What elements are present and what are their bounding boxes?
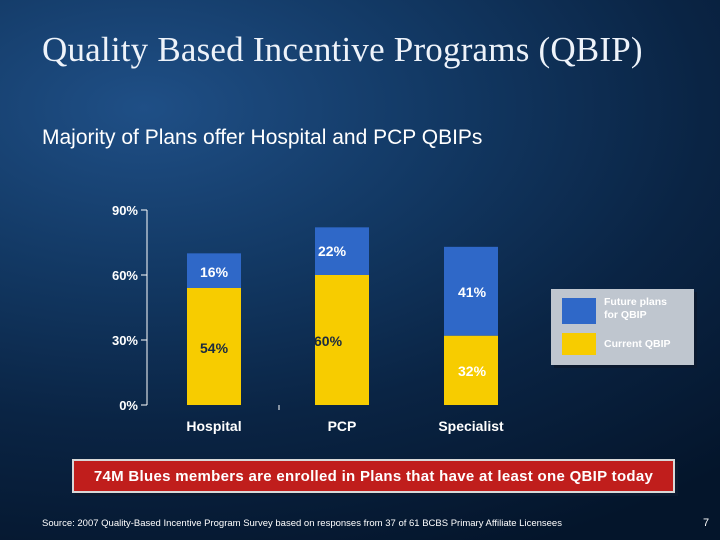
legend-swatch-current xyxy=(562,333,596,355)
slide-title: Quality Based Incentive Programs (QBIP) xyxy=(42,30,643,69)
data-label-current: 60% xyxy=(314,333,343,349)
slide-subtitle: Majority of Plans offer Hospital and PCP… xyxy=(42,126,483,149)
legend-label-current: Current QBIP xyxy=(604,338,671,350)
y-tick-label: 90% xyxy=(112,203,138,218)
y-tick-label: 60% xyxy=(112,268,138,283)
data-label-current: 54% xyxy=(200,340,229,356)
callout-banner: 74M Blues members are enrolled in Plans … xyxy=(72,459,675,493)
bar-current-pcp xyxy=(315,275,369,405)
x-category-label: Hospital xyxy=(186,418,241,434)
x-category-label: Specialist xyxy=(438,418,504,434)
data-label-future: 22% xyxy=(318,243,347,259)
data-label-current: 32% xyxy=(458,363,487,379)
bar-future-hospital xyxy=(187,253,241,288)
bar-current-specialist xyxy=(444,335,498,405)
y-tick-label: 0% xyxy=(119,398,138,413)
bar-future-pcp xyxy=(315,227,369,275)
source-note: Source: 2007 Quality-Based Incentive Pro… xyxy=(42,518,562,529)
legend-swatch-future xyxy=(562,298,596,324)
page-number: 7 xyxy=(703,517,710,529)
bar-current-hospital xyxy=(187,288,241,405)
legend-label-future: Future plans for QBIP xyxy=(604,296,667,321)
data-label-future: 41% xyxy=(458,284,487,300)
y-tick-label: 30% xyxy=(112,333,138,348)
data-label-future: 16% xyxy=(200,264,229,280)
bar-future-specialist xyxy=(444,246,498,336)
x-category-label: PCP xyxy=(328,418,357,434)
